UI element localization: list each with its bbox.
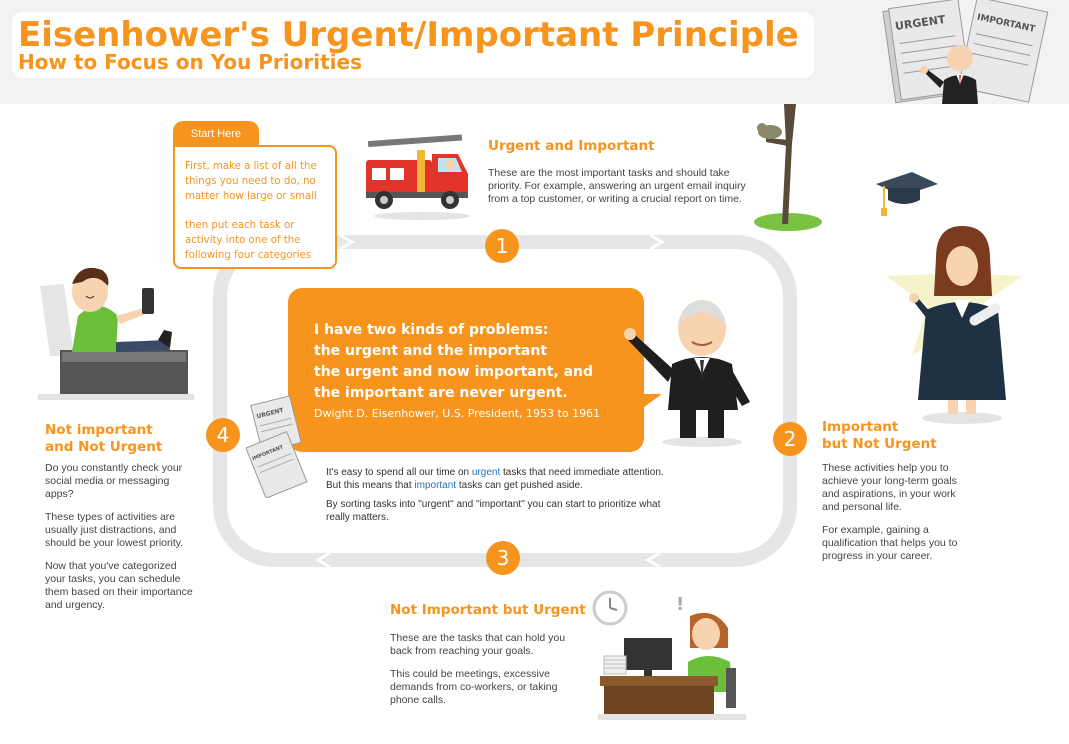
q3-text: These are the tasks that can hold you ba…	[390, 632, 580, 717]
page-subtitle: How to Focus on You Priorities	[18, 50, 362, 74]
start-here-tab: Start Here	[173, 121, 259, 147]
quote-box	[288, 288, 644, 452]
q2-para-1: These activities help you to achieve you…	[822, 462, 957, 513]
q4-heading: Not important and Not Urgent	[45, 422, 162, 456]
center-text-part: tasks can get pushed aside.	[456, 480, 583, 491]
quote-line-3: the urgent and now important, and	[314, 364, 594, 380]
q4-para-1: Do you constantly check your social medi…	[45, 462, 183, 500]
center-para-2: By sorting tasks into "urgent" and "impo…	[326, 499, 661, 523]
q4-heading-line2: and Not Urgent	[45, 439, 163, 455]
urgent-keyword: urgent	[471, 467, 501, 478]
page-title: Eisenhower's Urgent/Important Principle	[18, 15, 799, 55]
quote-line-2: the urgent and the important	[314, 343, 548, 359]
q3-para-2: This could be meetings, excessive demand…	[390, 668, 558, 706]
svg-text:!: !	[676, 594, 684, 615]
q3-heading: Not Important but Urgent	[390, 602, 586, 618]
tree-cat-icon	[754, 104, 822, 231]
start-para-1: First, make a list of all the things you…	[185, 161, 317, 202]
q4-para-3: Now that you've categorized your tasks, …	[45, 560, 193, 611]
q4-para-2: These types of activities are usually ju…	[45, 511, 184, 549]
quote-line-4: the important are never urgent.	[314, 385, 568, 401]
step-3-badge: 3	[486, 541, 520, 575]
graduation-cap-icon	[876, 172, 938, 216]
q1-heading: Urgent and Important	[488, 138, 655, 154]
stressed-worker-desk-icon: !	[592, 590, 746, 720]
urgent-important-papers-illustration: URGENT IMPORTANT	[882, 0, 1049, 104]
center-para-1: It's easy to spend all our time on urgen…	[326, 466, 671, 492]
papers-stack-icon: URGENT IMPORTANT	[246, 395, 308, 498]
center-text-part: tasks that need immediate attention. But…	[326, 467, 664, 491]
step-1-badge: 1	[485, 229, 519, 263]
q2-heading-line1: Important	[822, 419, 899, 435]
relaxing-man-phone-icon	[38, 267, 194, 400]
start-here-box: First, make a list of all the things you…	[173, 145, 337, 269]
eisenhower-quote: I have two kinds of problems: the urgent…	[314, 320, 634, 404]
step-2-badge: 2	[773, 422, 807, 456]
quote-attribution: Dwight D. Eisenhower, U.S. President, 19…	[314, 407, 601, 420]
important-keyword: important	[414, 480, 457, 491]
step-4-badge: 4	[206, 418, 240, 452]
q2-text: These activities help you to achieve you…	[822, 462, 972, 573]
center-text-part: It's easy to spend all our time on	[326, 467, 472, 478]
quote-line-1: I have two kinds of problems:	[314, 322, 549, 338]
title-box	[12, 12, 814, 78]
q4-text: Do you constantly check your social medi…	[45, 462, 195, 622]
q1-text: These are the most important tasks and s…	[488, 167, 746, 205]
q2-heading: Important but Not Urgent	[822, 419, 937, 453]
q3-para-1: These are the tasks that can hold you ba…	[390, 632, 566, 657]
center-explanation: It's easy to spend all our time on urgen…	[326, 466, 671, 530]
quote-bubble-tail	[640, 394, 662, 410]
q4-heading-line1: Not important	[45, 422, 153, 438]
eisenhower-figure-icon	[624, 300, 750, 447]
q2-heading-line2: but Not Urgent	[822, 436, 937, 452]
graduate-woman-icon	[886, 224, 1022, 424]
q2-para-2: For example, gaining a qualification tha…	[822, 524, 958, 562]
fire-truck-icon	[366, 134, 470, 220]
start-para-2: then put each task or activity into one …	[185, 220, 312, 261]
